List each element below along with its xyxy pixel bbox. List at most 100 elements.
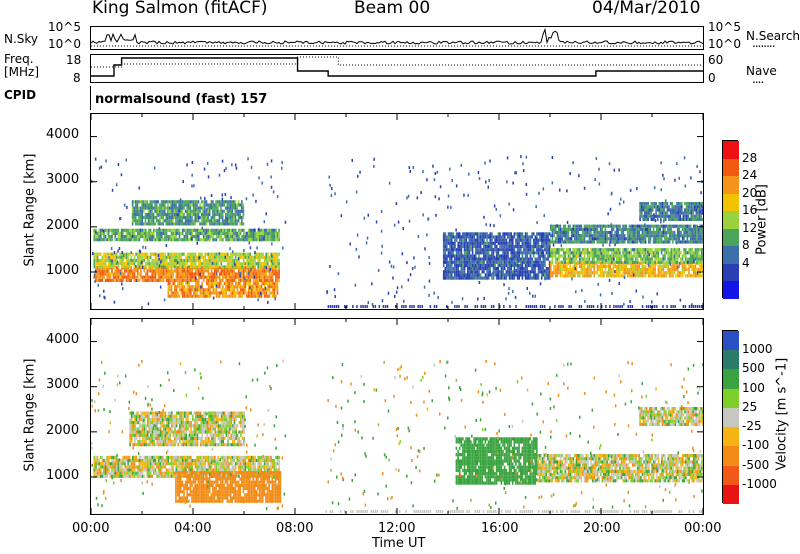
power-cell <box>202 291 205 295</box>
power-cell <box>122 272 125 276</box>
power-cell <box>449 248 451 252</box>
power-cell <box>489 232 492 236</box>
power-cell <box>694 240 697 244</box>
power-cell <box>198 231 200 235</box>
power-cell <box>178 265 181 269</box>
power-cell <box>641 264 644 268</box>
power-cell <box>148 238 150 242</box>
power-cell <box>170 231 173 235</box>
power-cell <box>447 267 450 271</box>
power-cell <box>550 254 552 258</box>
power-cell <box>244 262 247 266</box>
power-cell <box>611 274 613 278</box>
power-cell <box>672 257 674 261</box>
power-scatter <box>536 221 538 225</box>
power-cell <box>593 251 595 255</box>
power-cell <box>241 219 243 223</box>
power-cell <box>459 244 461 249</box>
power-cell <box>526 248 528 252</box>
power-cell <box>664 251 666 255</box>
power-cell <box>603 234 605 238</box>
power-cell <box>475 244 477 249</box>
power-cell <box>255 262 258 266</box>
power-cell <box>646 230 648 235</box>
power-cell <box>562 267 565 272</box>
power-cell <box>603 274 605 278</box>
power-cell <box>252 255 255 259</box>
power-cell <box>630 227 632 231</box>
power-cell <box>159 235 161 239</box>
power-cell <box>521 244 524 249</box>
power-cell <box>228 255 231 259</box>
power-cell <box>109 252 112 256</box>
power-scatter <box>103 295 105 299</box>
power-cell <box>226 252 229 256</box>
power-cell <box>532 263 535 268</box>
power-cell <box>100 278 102 282</box>
power-cell <box>447 235 450 239</box>
power-cell <box>542 235 545 239</box>
power-cell <box>159 219 161 223</box>
power-cell <box>225 272 227 276</box>
power-cell <box>636 254 639 258</box>
power-cell <box>580 260 583 264</box>
power-cell <box>628 227 631 231</box>
power-cell <box>463 267 466 271</box>
power-cell <box>542 254 545 258</box>
power-cell <box>483 251 485 255</box>
power-cell <box>95 262 97 266</box>
power-cell <box>652 234 655 238</box>
power-scatter <box>613 257 615 261</box>
power-cell <box>537 257 540 261</box>
power-cell <box>486 257 488 261</box>
power-cell <box>572 271 575 275</box>
power-cell <box>239 228 242 232</box>
power-cell <box>515 241 517 245</box>
power-cell <box>526 241 528 245</box>
power-cell <box>641 274 644 278</box>
power-cell <box>204 203 206 207</box>
power-cell <box>693 237 695 241</box>
power-cell <box>617 264 620 268</box>
power-cell <box>124 255 126 259</box>
power-cell <box>157 262 160 266</box>
power-cell <box>254 255 256 259</box>
power-cell <box>611 240 613 244</box>
power-cell <box>654 240 656 244</box>
power-cell <box>665 260 668 264</box>
power-cell <box>138 258 141 263</box>
power-cell <box>611 260 613 264</box>
power-cell <box>675 234 677 238</box>
power-cell <box>656 248 658 252</box>
power-cell <box>104 278 107 282</box>
power-cell <box>668 257 671 261</box>
power-cell <box>155 216 158 220</box>
power-cell <box>647 205 649 209</box>
power-cell <box>141 235 144 239</box>
power-cell <box>257 231 259 235</box>
power-cell <box>585 274 587 278</box>
power-scatter <box>598 182 601 186</box>
power-scatter <box>678 207 680 211</box>
power-cell <box>178 275 181 279</box>
power-cell <box>177 238 179 242</box>
power-cell <box>551 254 554 258</box>
power-cell <box>149 255 152 259</box>
power-cell <box>267 294 269 298</box>
power-cell <box>215 209 217 213</box>
power-cell <box>228 231 231 235</box>
power-cell <box>206 288 208 292</box>
power-cell <box>189 262 192 266</box>
power-cell <box>643 271 645 275</box>
power-cell <box>585 234 587 238</box>
power-cell <box>202 231 205 235</box>
power-cell <box>641 251 644 255</box>
power-cell <box>444 241 447 245</box>
power-cell <box>554 227 557 231</box>
power-cell <box>231 206 233 210</box>
station-title: King Salmon (fitACF) <box>92 0 268 18</box>
power-cell <box>622 274 624 278</box>
power-scatter <box>205 208 208 212</box>
power-cell <box>544 254 546 258</box>
power-cell <box>194 294 197 298</box>
